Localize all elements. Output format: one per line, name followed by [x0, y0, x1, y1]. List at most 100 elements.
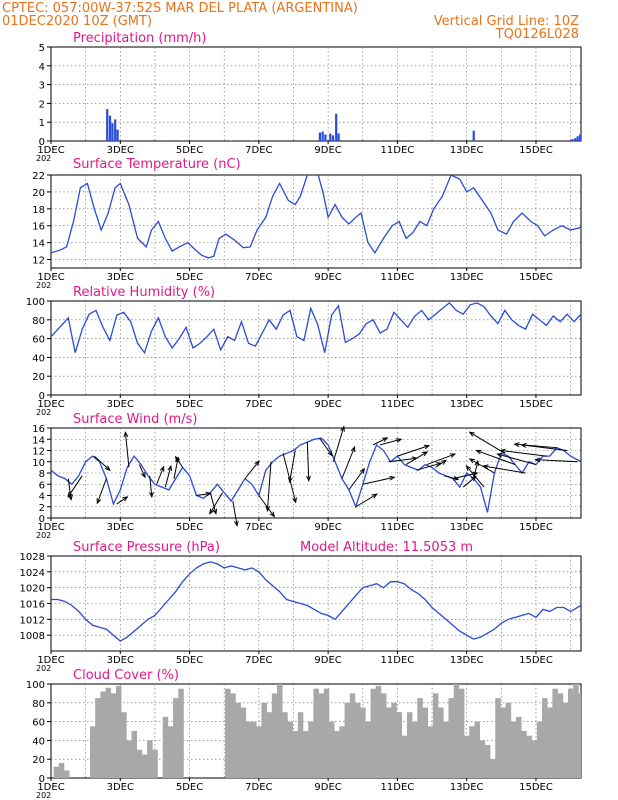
- wind-arrow-head: [122, 496, 129, 502]
- cloud-bar: [303, 731, 309, 778]
- wind-arrow: [469, 458, 495, 474]
- wind-arrow-head: [67, 491, 73, 498]
- x-tick-label: 1DEC: [37, 399, 64, 410]
- cloud-bar: [386, 707, 392, 778]
- y-tick-label: 22: [32, 171, 45, 182]
- x-tick-label: 7DEC: [245, 522, 272, 533]
- cloud-bar: [406, 712, 413, 778]
- cloud-bar: [396, 712, 403, 778]
- wind-arrow-head: [350, 445, 356, 453]
- x-tick-label: 15DEC: [519, 399, 553, 410]
- cloud-bar: [360, 707, 366, 778]
- wind-arrow-head: [453, 475, 460, 481]
- cloud-bar: [266, 712, 273, 778]
- cloud-bar: [63, 770, 70, 778]
- wind-arrow-head: [340, 425, 345, 432]
- x-tick-label: 9DEC: [314, 145, 341, 156]
- cloud-bar: [136, 749, 143, 778]
- wind-arrow-head: [475, 449, 482, 455]
- wind-arrow-head: [382, 437, 389, 443]
- x-tick-label: 1DEC: [37, 272, 64, 283]
- wind-arrow: [67, 475, 83, 498]
- x-tick-label: 3DEC: [107, 145, 134, 156]
- x-tick-label: 15DEC: [519, 145, 553, 156]
- cloud-bar: [443, 721, 449, 778]
- wind-arrow: [469, 431, 506, 454]
- precip-bar: [578, 134, 582, 141]
- wind-arrow: [93, 455, 111, 471]
- wind-arrow-head: [465, 465, 472, 471]
- y-tick-label: 18: [32, 205, 45, 216]
- cloud-bar: [100, 691, 106, 778]
- x-tick-label: 7DEC: [245, 272, 272, 283]
- cloud-bar: [469, 726, 475, 778]
- y-tick-label: 4: [39, 62, 45, 73]
- wind-arrow: [397, 445, 430, 457]
- precip-bar: [230, 140, 233, 141]
- header-line2-left: 01DEC2020 10Z (GMT): [2, 14, 152, 29]
- wind-arrow-head: [396, 438, 403, 443]
- wind-arrow-head: [468, 431, 475, 437]
- cloud-bar: [173, 698, 179, 778]
- wind-arrow-head: [233, 520, 239, 527]
- wind-arrow: [282, 453, 297, 503]
- x-tick-label: 9DEC: [314, 655, 341, 666]
- cloud-bar: [578, 693, 581, 778]
- cloud-bar: [339, 726, 345, 778]
- wind-arrow: [444, 475, 459, 480]
- panel-cloud: 0 20 40 60 80 100 1DEC 3DEC 5DEC 7DEC 9DEC 11DEC 13D…: [26, 668, 582, 800]
- cloud-bar: [526, 735, 532, 778]
- x-tick-label: 3DEC: [107, 522, 134, 533]
- wind-arrow: [244, 460, 260, 479]
- cloud-bar: [230, 693, 236, 778]
- cloud-bar: [131, 731, 138, 778]
- wind-arrow: [149, 475, 153, 497]
- x-tick-label: 11DEC: [381, 399, 415, 410]
- wind-arrow: [379, 438, 402, 446]
- precip-bar: [108, 115, 112, 141]
- cloud-bar: [89, 726, 96, 778]
- cloud-bar: [412, 721, 418, 778]
- cloud-bar: [256, 726, 262, 778]
- y-tick-label: 40: [32, 353, 45, 364]
- cloud-bar: [178, 688, 184, 778]
- wind-arrow: [196, 492, 211, 496]
- x-tick-label: 13DEC: [450, 522, 484, 533]
- header-line2-right: Vertical Grid Line: 10Z: [434, 14, 579, 29]
- x-tick-label: 9DEC: [314, 272, 341, 283]
- wind-arrow: [209, 492, 223, 514]
- panel-frame: [50, 46, 582, 142]
- panel-title: Surface Pressure (hPa): [73, 540, 220, 555]
- precip-bar: [335, 113, 338, 141]
- wind-arrow-head: [292, 497, 297, 504]
- cloud-bar: [167, 726, 174, 778]
- y-tick-label: 10: [32, 458, 45, 469]
- x-tick-label: 15DEC: [519, 522, 553, 533]
- x-tick-label: 3DEC: [107, 655, 134, 666]
- x-tick-label: 9DEC: [314, 782, 341, 793]
- wind-arrow-head: [474, 459, 480, 467]
- wind-arrow-head: [68, 494, 73, 501]
- wind-arrow-head: [288, 477, 293, 484]
- cloud-bar: [401, 735, 408, 778]
- precip-bar: [576, 136, 579, 141]
- wind-arrow-head: [499, 448, 506, 454]
- wind-arrow: [362, 476, 395, 485]
- cloud-bar: [105, 687, 112, 778]
- x-tick-label: 7DEC: [245, 145, 272, 156]
- y-tick-label: 60: [32, 335, 45, 346]
- wind-arrow-head: [140, 472, 146, 479]
- wind-arrow-head: [209, 508, 215, 515]
- x-tick-label: 5DEC: [176, 272, 203, 283]
- x-tick-label: 13DEC: [450, 655, 484, 666]
- panel-rh: 0 20 40 60 80 100 1DEC 3DEC 5DEC 7DEC 9DEC 11DEC 13D…: [26, 285, 582, 417]
- y-tick-label: 16: [32, 424, 45, 435]
- x-tick-label: 15DEC: [519, 655, 553, 666]
- wind-arrow-head: [359, 467, 366, 474]
- x-tick-label: 1DEC: [37, 522, 64, 533]
- cloud-bar: [453, 684, 460, 778]
- cloud-bar: [245, 721, 252, 778]
- cloud-bar: [95, 698, 101, 778]
- wind-arrow-head: [482, 464, 489, 470]
